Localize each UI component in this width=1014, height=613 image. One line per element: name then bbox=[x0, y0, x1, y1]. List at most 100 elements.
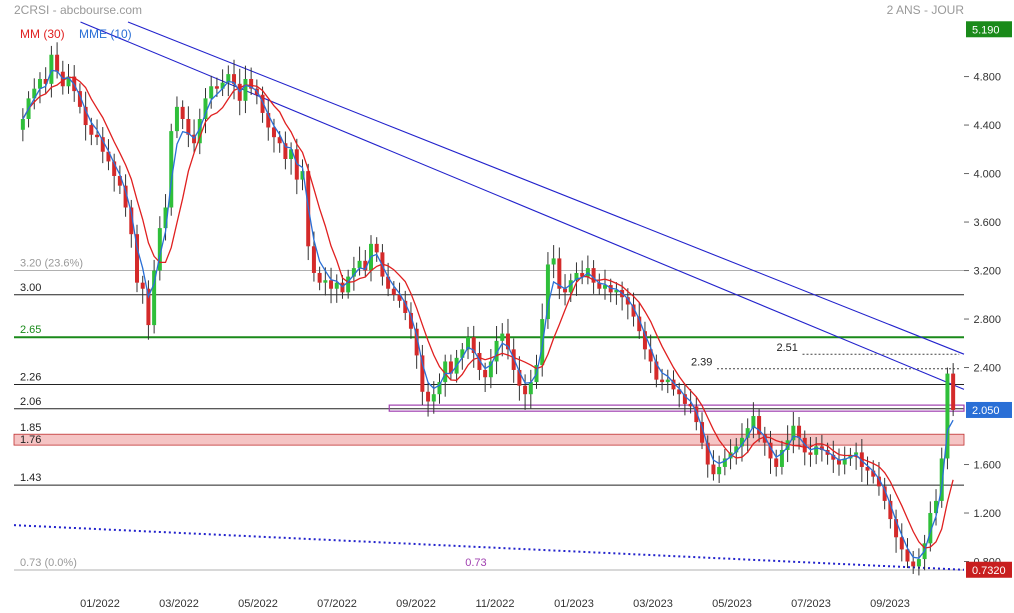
candle-body bbox=[700, 422, 705, 443]
candle-body bbox=[494, 340, 499, 362]
x-tick-label: 01/2023 bbox=[554, 598, 594, 610]
candle-body bbox=[745, 428, 750, 438]
candle-body bbox=[157, 228, 162, 271]
dotted-level-label: 2.51 bbox=[777, 342, 798, 354]
candle-body bbox=[563, 288, 568, 293]
legend-mme10: MME (10) bbox=[79, 27, 132, 41]
candle-body bbox=[717, 466, 722, 475]
candle-body bbox=[95, 134, 100, 138]
candle-body bbox=[77, 91, 82, 107]
candle-body bbox=[89, 125, 94, 135]
candle-body bbox=[757, 416, 762, 435]
trendline bbox=[13, 524, 965, 571]
candle-body bbox=[682, 394, 687, 404]
candle-body bbox=[945, 373, 950, 459]
price-badge-label: 5.190 bbox=[972, 24, 1000, 36]
candle-body bbox=[842, 458, 847, 465]
candle-body bbox=[374, 243, 379, 253]
candle-body bbox=[859, 452, 864, 467]
y-tick-label: 4.000 bbox=[973, 169, 1001, 181]
candle-body bbox=[637, 316, 642, 332]
level-label: 2.26 bbox=[20, 372, 41, 384]
candle-body bbox=[112, 161, 117, 176]
x-tick-label: 11/2022 bbox=[476, 598, 515, 610]
candle-body bbox=[642, 331, 647, 350]
y-tick-label: 3.200 bbox=[973, 266, 1001, 278]
candle-body bbox=[911, 561, 916, 567]
candle-body bbox=[916, 559, 921, 567]
dotted-level-label: 2.39 bbox=[691, 357, 712, 369]
candle-body bbox=[329, 280, 334, 289]
candle-body bbox=[197, 118, 202, 144]
candle-body bbox=[363, 260, 368, 271]
candle-body bbox=[837, 459, 841, 465]
candle-body bbox=[631, 304, 636, 317]
candle-body bbox=[739, 437, 744, 447]
x-tick-label: 07/2023 bbox=[791, 598, 831, 610]
candle-body bbox=[939, 458, 944, 501]
candle-body bbox=[146, 288, 151, 326]
candle-body bbox=[603, 285, 607, 289]
candle-body bbox=[443, 361, 448, 383]
x-tick-label: 03/2022 bbox=[159, 598, 199, 610]
x-tick-label: 03/2023 bbox=[633, 598, 673, 610]
candle-body bbox=[894, 519, 899, 538]
price-badge bbox=[966, 561, 1012, 578]
level-label: 0.73 (0.0%) bbox=[20, 557, 77, 569]
candle-body bbox=[437, 382, 442, 395]
candle-body bbox=[397, 294, 402, 301]
candle-body bbox=[471, 337, 476, 353]
candle-body bbox=[386, 276, 391, 289]
candle-body bbox=[271, 127, 276, 138]
band-label: 1.85 bbox=[20, 422, 41, 434]
x-tick-label: 07/2022 bbox=[317, 598, 357, 610]
candle-body bbox=[277, 137, 282, 144]
support-band: 1.851.76 bbox=[13, 422, 965, 446]
candle-body bbox=[180, 106, 185, 119]
candle-body bbox=[317, 272, 322, 283]
candle-body bbox=[100, 137, 105, 152]
x-tick-label: 05/2022 bbox=[238, 598, 278, 610]
candle-body bbox=[797, 425, 802, 438]
candle-body bbox=[283, 143, 288, 159]
level-label: 3.20 (23.6%) bbox=[20, 258, 83, 270]
candle-body bbox=[391, 288, 396, 295]
x-axis: 01/2022 03/2022 05/2022 07/2022 09/2022 11/20… bbox=[80, 598, 910, 610]
x-tick-label: 09/2022 bbox=[396, 598, 436, 610]
candle-body bbox=[243, 78, 248, 101]
candle-body bbox=[163, 207, 168, 229]
level-label: 2.65 bbox=[20, 324, 41, 336]
purple-zone bbox=[388, 404, 965, 412]
candle-body bbox=[854, 452, 859, 455]
mme10-line bbox=[22, 69, 954, 559]
candle-body bbox=[20, 118, 25, 130]
level-label: 1.43 bbox=[20, 472, 41, 484]
candle-body bbox=[785, 440, 790, 450]
candle-body bbox=[751, 416, 756, 429]
candle-body bbox=[905, 549, 910, 562]
x-tick-label: 01/2022 bbox=[80, 598, 120, 610]
candle-body bbox=[37, 78, 42, 89]
candle-body bbox=[249, 78, 254, 89]
price-badge bbox=[966, 21, 1012, 38]
candle-body bbox=[705, 442, 710, 465]
candle-body bbox=[574, 272, 579, 281]
trendline bbox=[80, 21, 965, 390]
candle-body bbox=[762, 434, 767, 443]
candle-body bbox=[477, 352, 482, 370]
candle-body bbox=[169, 131, 174, 208]
candle-body bbox=[466, 337, 471, 350]
candle-body bbox=[597, 282, 602, 289]
candle-body bbox=[551, 258, 556, 265]
candle-body bbox=[152, 270, 157, 326]
candle-body bbox=[774, 458, 779, 467]
y-tick-label: 2.400 bbox=[973, 363, 1001, 375]
candle-body bbox=[888, 500, 893, 520]
y-tick-label: 3.600 bbox=[973, 217, 1001, 229]
candle-body bbox=[648, 349, 653, 362]
candle-body bbox=[814, 446, 819, 455]
candle-body bbox=[728, 452, 733, 459]
legend-mm30: MM (30) bbox=[20, 27, 65, 41]
candle-body bbox=[311, 246, 316, 273]
